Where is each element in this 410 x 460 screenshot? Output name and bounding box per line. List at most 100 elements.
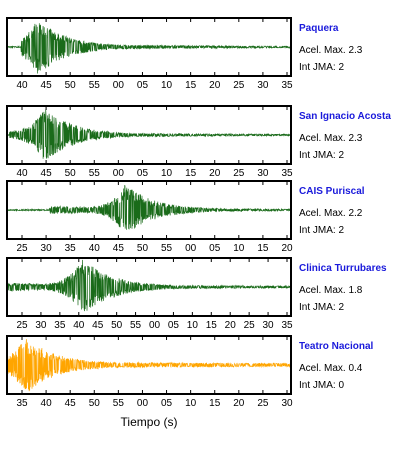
tick-label: 10: [185, 398, 197, 409]
station-info: San Ignacio Acosta Acel. Max. 2.3 Int JMA:…: [299, 111, 407, 161]
tick-label: 10: [187, 320, 199, 331]
tick-label: 20: [209, 168, 221, 179]
tick-label: 50: [65, 80, 77, 91]
panel-3: 25 30 35 40 45 50 55 00 05 10 15 20: [6, 180, 293, 254]
tick-label: 35: [65, 243, 77, 254]
seismogram-trace: [6, 23, 291, 74]
tick-label: 05: [161, 398, 173, 409]
max-acceleration: Acel. Max. 0.4: [299, 363, 363, 374]
panel-frame: [6, 105, 292, 165]
station-name: Paquera: [299, 23, 339, 34]
panel-frame: [6, 180, 292, 240]
tick-label: 50: [65, 168, 77, 179]
tick-label: 50: [89, 398, 101, 409]
tick-label: 10: [233, 243, 245, 254]
station-info: Paquera Acel. Max. 2.3 Int JMA: 2: [299, 23, 407, 73]
station-name: Clinica Turrubares: [299, 263, 387, 274]
seismogram-trace: [6, 184, 292, 230]
seismogram-trace: [6, 339, 292, 392]
tick-label: 20: [281, 243, 293, 254]
tick-label: 15: [185, 168, 197, 179]
tick-label: 25: [257, 398, 269, 409]
tick-label: 40: [16, 80, 28, 91]
jma-intensity: Int JMA: 2: [299, 302, 345, 313]
tick-label: 05: [137, 80, 149, 91]
tick-label: 35: [281, 80, 293, 91]
tick-label: 55: [89, 168, 101, 179]
station-name: San Ignacio Acosta: [299, 111, 391, 122]
tick-label: 20: [233, 398, 245, 409]
max-acceleration: Acel. Max. 2.3: [299, 133, 363, 144]
tick-label: 05: [209, 243, 221, 254]
station-info: Teatro Nacional Acel. Max. 0.4 Int JMA: 0: [299, 341, 407, 391]
tick-label: 10: [161, 168, 173, 179]
tick-label: 15: [209, 398, 221, 409]
tick-label: 45: [113, 243, 125, 254]
tick-label: 40: [89, 243, 101, 254]
panel-frame: [6, 17, 292, 77]
panel-frame: [6, 257, 292, 317]
tick-label: 10: [161, 80, 173, 91]
tick-label: 45: [41, 168, 53, 179]
tick-label: 45: [92, 320, 104, 331]
tick-label: 35: [54, 320, 66, 331]
jma-intensity: Int JMA: 2: [299, 150, 345, 161]
seismogram-trace: [6, 259, 292, 312]
tick-label: 20: [225, 320, 237, 331]
tick-label: 50: [137, 243, 149, 254]
tick-label: 15: [206, 320, 218, 331]
tick-label: 25: [233, 80, 245, 91]
panel-2: 40 45 50 55 00 05 10 15 20 25 30 35: [6, 105, 293, 179]
station-info: CAIS Puriscal Acel. Max. 2.2 Int JMA: 2: [299, 186, 407, 236]
tick-label: 55: [89, 80, 101, 91]
seismogram-trace: [6, 109, 292, 159]
tick-label: 00: [149, 320, 161, 331]
station-name: Teatro Nacional: [299, 341, 374, 352]
tick-label: 15: [257, 243, 269, 254]
jma-intensity: Int JMA: 0: [299, 380, 345, 391]
panel-5: 35 40 45 50 55 00 05 10 15 20 25 30: [6, 335, 293, 409]
tick-label: 35: [281, 168, 293, 179]
tick-label: 25: [16, 320, 28, 331]
max-acceleration: Acel. Max. 2.3: [299, 45, 363, 56]
jma-intensity: Int JMA: 2: [299, 62, 345, 73]
tick-label: 40: [16, 168, 28, 179]
max-acceleration: Acel. Max. 1.8: [299, 285, 363, 296]
tick-label: 30: [257, 80, 269, 91]
jma-intensity: Int JMA: 2: [299, 225, 345, 236]
tick-label: 30: [257, 168, 269, 179]
tick-label: 45: [41, 80, 53, 91]
tick-label: 35: [16, 398, 28, 409]
panel-frame: [6, 335, 292, 395]
panel-4: 25 30 35 40 45 50 55 00 05 10 15 20 25 30 35: [6, 257, 293, 331]
tick-label: 25: [244, 320, 256, 331]
tick-label: 35: [281, 320, 293, 331]
tick-label: 30: [35, 320, 47, 331]
tick-label: 30: [41, 243, 53, 254]
tick-label: 00: [113, 168, 125, 179]
tick-label: 30: [281, 398, 293, 409]
tick-label: 00: [185, 243, 197, 254]
station-info: Clinica Turrubares Acel. Max. 1.8 Int JMA:…: [299, 263, 407, 313]
tick-label: 55: [113, 398, 125, 409]
max-acceleration: Acel. Max. 2.2: [299, 208, 363, 219]
tick-label: 05: [137, 168, 149, 179]
station-name: CAIS Puriscal: [299, 186, 365, 197]
tick-label: 30: [263, 320, 275, 331]
tick-label: 55: [130, 320, 142, 331]
tick-label: 45: [65, 398, 77, 409]
tick-label: 15: [185, 80, 197, 91]
tick-label: 40: [73, 320, 85, 331]
x-axis-label: Tiempo (s): [121, 415, 178, 429]
tick-label: 55: [161, 243, 173, 254]
tick-label: 00: [113, 80, 125, 91]
tick-label: 00: [137, 398, 149, 409]
tick-label: 25: [233, 168, 245, 179]
panel-1: 40 45 50 55 00 05 10 15 20 25 30 35: [6, 17, 293, 91]
tick-label: 50: [111, 320, 123, 331]
tick-label: 40: [41, 398, 53, 409]
tick-label: 20: [209, 80, 221, 91]
tick-label: 25: [16, 243, 28, 254]
tick-label: 05: [168, 320, 180, 331]
